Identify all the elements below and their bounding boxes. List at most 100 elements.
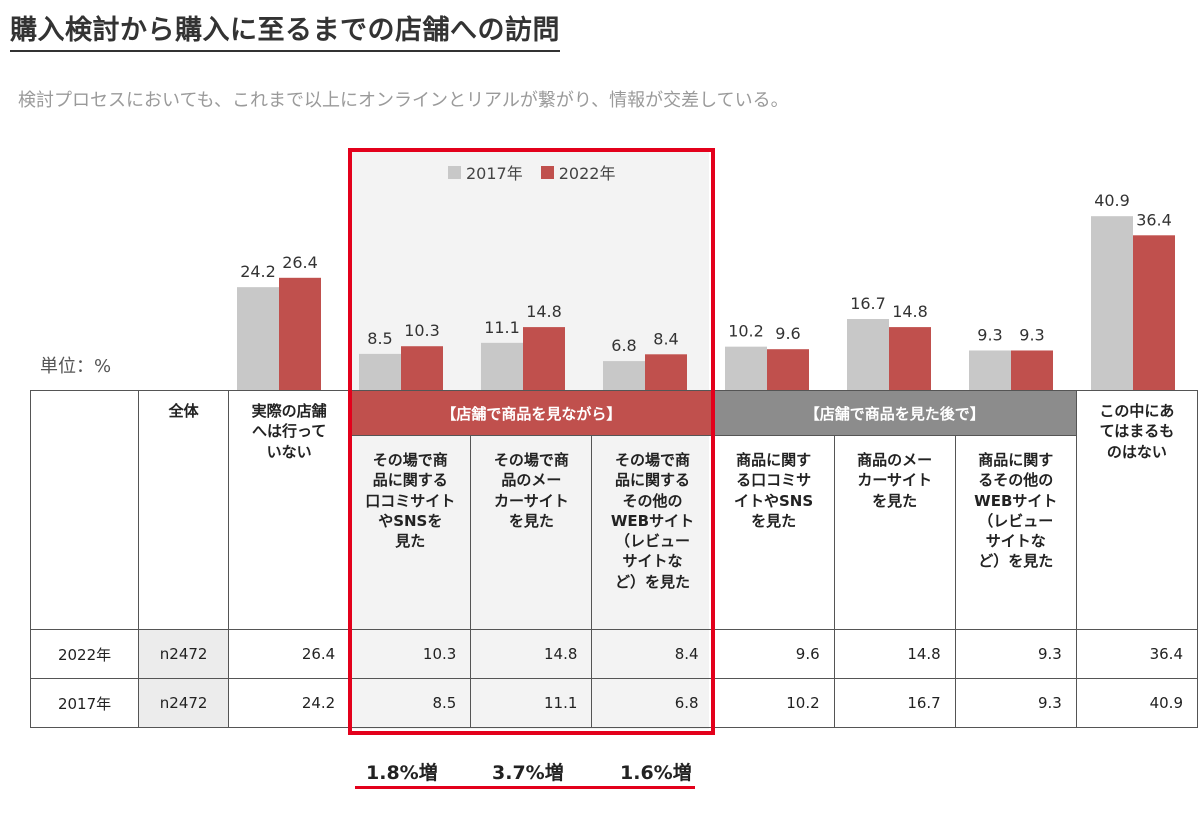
legend-item-2022: 2022年 (540, 160, 616, 184)
value-label-2022-5: 9.6 (775, 324, 800, 343)
row-label: 2022年 (29, 629, 140, 679)
bar-2022-4 (645, 354, 687, 390)
header-none-line: この中にあ (1099, 402, 1175, 420)
value-label-2017-7: 9.3 (977, 325, 1002, 344)
cell-value: 8.4 (591, 629, 714, 679)
value-label-2017-6: 16.7 (850, 294, 886, 313)
header-sub-3: その場で商 品に関する その他の WEBサイト （レビュー サイトな ど）を見た (591, 435, 714, 630)
header-sub-6-line: （レビュー (978, 511, 1054, 530)
bar-2017-2 (359, 353, 401, 390)
legend-label-2022: 2022年 (558, 164, 616, 183)
header-sub-2-line: その場で商 (493, 451, 569, 469)
header-sub-2-line: カーサイト (494, 491, 569, 510)
bar-2022-6 (889, 327, 931, 390)
header-sub-4: 商品に関する口コミサ イトやSNS を見た (712, 435, 835, 630)
header-sub-1-line: その場で商 (372, 451, 448, 469)
increase-label-1: 1.8%増 (366, 762, 438, 784)
header-sub-3-line: ど）を見た (614, 572, 690, 591)
row-sample-size: n2472 (138, 629, 230, 679)
header-none-line: てはまるも (1099, 422, 1175, 441)
header-sub-4-line: イトやSNS (734, 491, 814, 510)
header-sub-4-line: 商品に関す (736, 451, 812, 469)
cell-value: 9.3 (954, 678, 1077, 728)
data-table: 全体 実際の店舗へは行って いない 【店舗で商品を見ながら】 【店舗で商品を見た後… (29, 390, 1199, 728)
legend-item-2017: 2017年 (448, 160, 523, 184)
header-sub-1: その場で商品に関する 口コミサイト やSNSを見た (349, 435, 472, 630)
header-sub-4-line: を見た (751, 511, 797, 530)
bar-2022-1 (279, 277, 321, 390)
value-label-2022-4: 8.4 (653, 329, 678, 348)
bar-2022-7 (1011, 350, 1053, 390)
value-label-2022-2: 10.3 (404, 321, 440, 340)
header-sub-1-line: 口コミサイト (365, 491, 456, 510)
bar-2022-8 (1133, 235, 1175, 390)
header-sub-5: 商品のメーカーサイト を見た (833, 435, 956, 630)
cell-value: 10.3 (349, 629, 472, 679)
header-not-visited-line: いない (266, 442, 312, 461)
cell-value: 11.1 (470, 678, 593, 728)
bar-2017-7 (969, 350, 1011, 390)
legend-label-2017: 2017年 (466, 164, 523, 183)
page-subtitle: 検討プロセスにおいても、これまで以上にオンラインとリアルが繋がり、情報が交差して… (18, 90, 789, 111)
header-sub-2: その場で商 品のメー カーサイト を見た (470, 435, 593, 630)
header-sub-6-line: 商品に関す (978, 451, 1054, 469)
increase-underline (355, 786, 695, 789)
value-label-2022-7: 9.3 (1019, 325, 1044, 344)
header-none-line: のはない (1106, 442, 1167, 461)
header-none: この中にあてはまるも のはない (1075, 390, 1199, 630)
bar-2017-6 (847, 319, 889, 390)
header-sub-5-line: カーサイト (857, 471, 933, 490)
value-label-2017-1: 24.2 (240, 262, 276, 281)
bar-2022-5 (767, 349, 809, 390)
table-corner-cell (29, 390, 140, 630)
cell-value: 10.2 (712, 678, 835, 728)
cell-value: 9.3 (954, 629, 1077, 679)
cell-value: 26.4 (228, 629, 351, 679)
cell-value: 16.7 (833, 678, 956, 728)
header-sub-2-line: を見た (508, 511, 554, 530)
row-label: 2017年 (29, 678, 140, 728)
cell-value: 24.2 (228, 678, 351, 728)
group-header-after-viewing: 【店舗で商品を見た後で】 (712, 390, 1077, 436)
chart-legend: 2017年 2022年 (448, 160, 615, 184)
legend-swatch-2022 (540, 165, 554, 179)
value-label-2022-3: 14.8 (526, 302, 562, 321)
cell-value: 14.8 (470, 629, 593, 679)
header-sub-6-line: WEBサイト (974, 491, 1058, 510)
header-sub-6-line: サイトな (985, 532, 1046, 550)
group-header-while-viewing: 【店舗で商品を見ながら】 (349, 390, 714, 436)
header-not-visited-line: へは行って (252, 422, 327, 441)
header-sub-3-line: WEBサイト (610, 511, 695, 530)
table-row-2022: 2022年 n2472 26.4 10.3 14.8 8.4 9.6 14.8 … (29, 629, 1199, 679)
bar-2017-1 (237, 287, 279, 390)
cell-value: 9.6 (712, 629, 835, 679)
row-sample-size: n2472 (138, 678, 230, 728)
header-sub-3-line: 品に関する (614, 471, 690, 490)
bar-chart: 24.2 8.5 11.1 6.8 10.2 16.7 9.3 40.9 26.4 10.3 14.… (237, 191, 1175, 390)
header-sub-1-line: 品に関する (372, 471, 448, 490)
value-label-2017-5: 10.2 (728, 322, 764, 341)
value-label-2017-4: 6.8 (611, 336, 636, 355)
header-sub-3-line: その場で商 (614, 451, 690, 469)
header-sub-1-line: 見た (395, 532, 426, 550)
unit-label: 単位：% (40, 356, 112, 377)
bar-2022-2 (401, 346, 443, 390)
value-label-2017-8: 40.9 (1094, 191, 1130, 210)
header-sub-6-line: ど）を見た (978, 552, 1054, 571)
increase-label-2: 3.7%増 (492, 762, 564, 784)
header-sub-4-line: る口コミサ (736, 471, 812, 490)
header-total: 全体 (138, 390, 230, 630)
header-sub-6-line: るその他の (978, 471, 1054, 490)
bar-2022-3 (523, 327, 565, 390)
page-title: 購入検討から購入に至るまでの店舗への訪問 (10, 8, 560, 52)
header-sub-5-line: 商品のメー (857, 451, 933, 469)
header-sub-6: 商品に関するその他の WEBサイト （レビューサイトなど）を見た (954, 435, 1077, 630)
header-sub-3-line: サイトな (622, 552, 683, 571)
header-not-visited-line: 実際の店舗 (251, 402, 327, 420)
header-sub-5-line: を見た (872, 491, 918, 510)
table-row-2017: 2017年 n2472 24.2 8.5 11.1 6.8 10.2 16.7 … (29, 678, 1199, 728)
header-sub-3-line: その他の (622, 491, 683, 510)
cell-value: 40.9 (1075, 678, 1199, 728)
header-sub-1-line: やSNSを (378, 511, 443, 530)
header-not-visited: 実際の店舗へは行って いない (228, 390, 351, 630)
